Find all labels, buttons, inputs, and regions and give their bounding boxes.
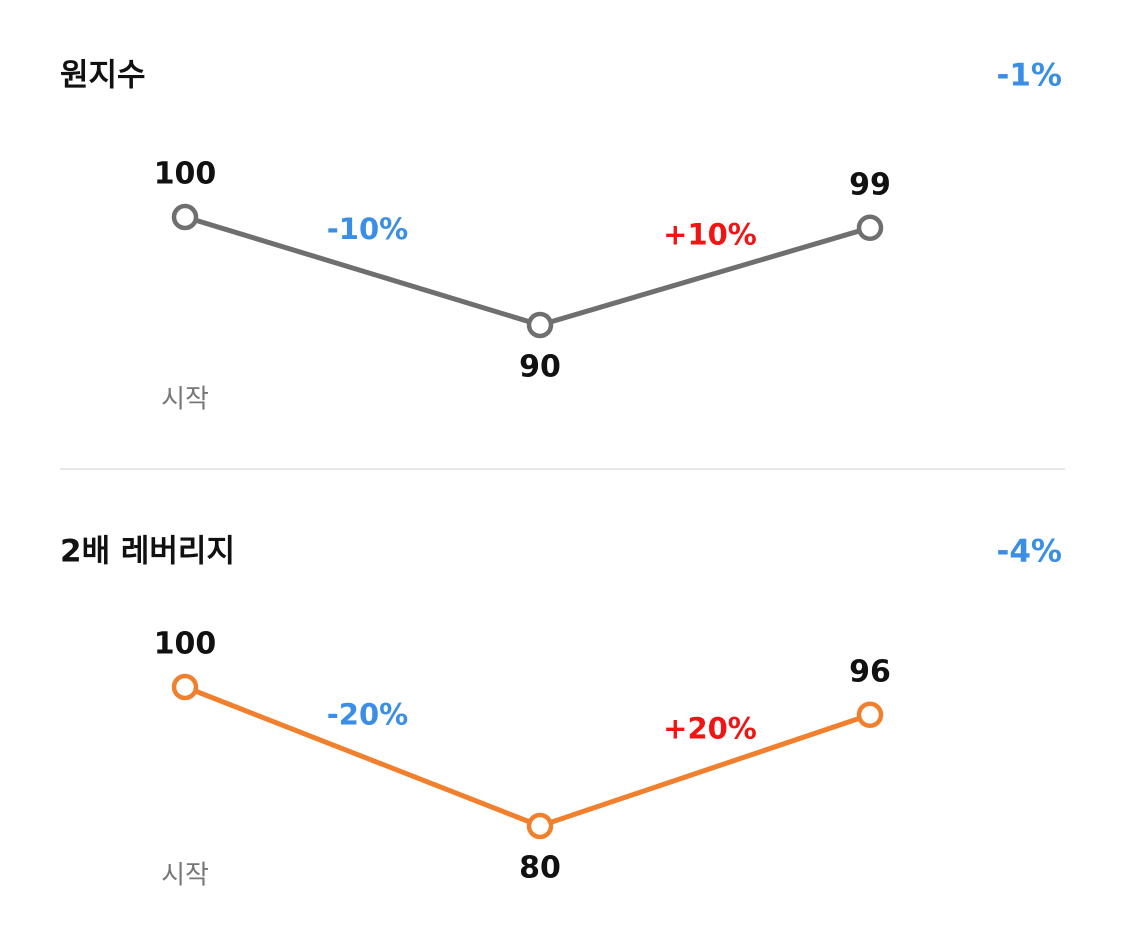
line <box>184 684 871 829</box>
x-tick-label: 시작 <box>161 385 209 415</box>
point <box>856 214 884 242</box>
value-label: 99 <box>849 167 891 202</box>
point <box>526 812 554 840</box>
value-label: 80 <box>519 851 561 886</box>
value-label: 96 <box>849 654 891 689</box>
x-tick-label: 시작 <box>161 861 209 891</box>
chart-title: 원지수 <box>60 58 146 94</box>
point <box>856 701 884 729</box>
annotation: -10% <box>327 212 408 246</box>
line <box>184 214 871 328</box>
value-label: 100 <box>154 627 217 662</box>
chart-title: 2배 레버리지 <box>60 534 235 570</box>
point <box>171 203 199 231</box>
value-label: 90 <box>519 350 561 385</box>
annotation: +10% <box>663 217 757 251</box>
point <box>171 673 199 701</box>
summary: -1% <box>997 58 1063 94</box>
point <box>526 311 554 339</box>
annotation: +20% <box>663 711 757 745</box>
value-label: 100 <box>154 157 217 192</box>
summary: -4% <box>997 534 1063 570</box>
annotation: -20% <box>327 698 408 732</box>
